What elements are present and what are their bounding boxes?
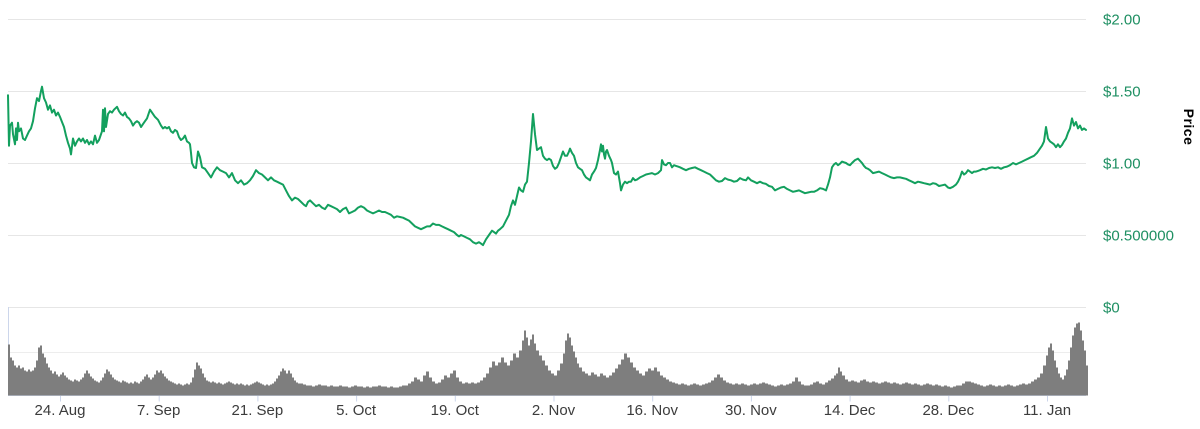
x-axis-label: 5. Oct [336, 402, 377, 419]
x-axis-label: 30. Nov [725, 402, 777, 419]
volume-bars [8, 322, 1088, 396]
x-axis-label: 24. Aug [35, 402, 86, 419]
plot-area[interactable] [8, 12, 1086, 396]
x-axis-label: 14. Dec [824, 402, 876, 419]
x-axis-label: 16. Nov [626, 402, 678, 419]
y-axis-label: $2.00 [1103, 12, 1141, 29]
x-axis-label: 21. Sep [232, 402, 284, 419]
x-axis-label: 19. Oct [431, 402, 480, 419]
x-axis-label: 2. Nov [532, 402, 576, 419]
y-axis-label: $1.50 [1103, 84, 1141, 101]
x-axis-label: 28. Dec [922, 402, 974, 419]
y-axis-label: $0 [1103, 300, 1120, 317]
y-axis-label: $0.500000 [1103, 228, 1174, 245]
x-axis-label: 7. Sep [137, 402, 180, 419]
x-axis-label: 11. Jan [1023, 402, 1071, 419]
price-axis-title: Price [1181, 108, 1197, 146]
price-line [7, 85, 1087, 247]
y-axis-label: $1.00 [1103, 156, 1141, 173]
